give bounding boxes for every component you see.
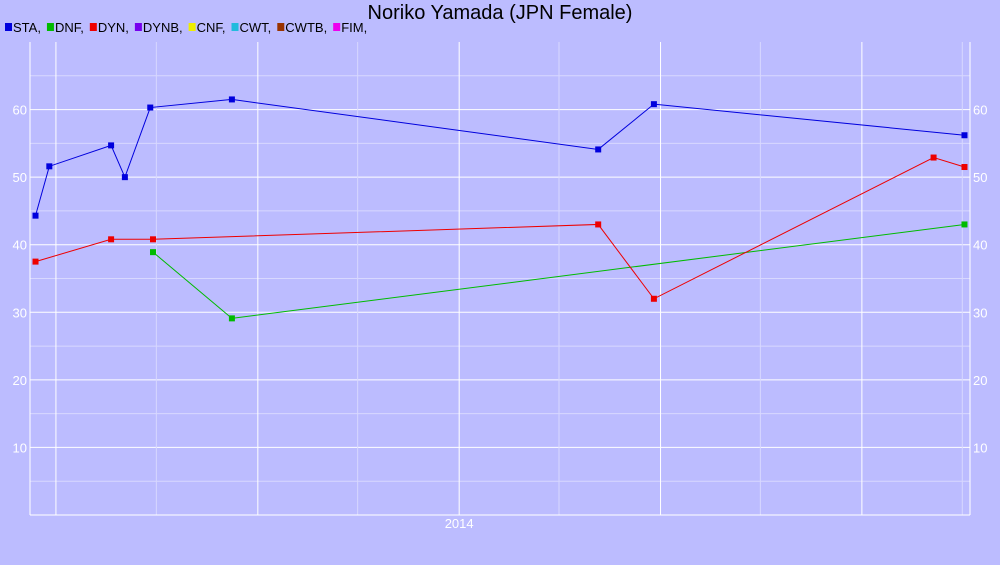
legend-swatch <box>277 23 285 31</box>
y-tick-label-right: 10 <box>973 440 987 455</box>
data-point-sta <box>961 132 968 139</box>
data-point-sta <box>121 174 128 181</box>
data-point-dnf <box>228 315 235 322</box>
chart-title: Noriko Yamada (JPN Female) <box>368 2 633 24</box>
legend: STA, DNF, DYN, DYNB, CNF, CWT, CWTB, FIM, <box>5 20 367 35</box>
data-point-dyn <box>961 164 968 171</box>
y-tick-label-left: 50 <box>13 170 27 185</box>
legend-label: DYN, <box>98 20 129 35</box>
data-point-dyn <box>595 221 602 228</box>
data-point-sta <box>108 142 115 149</box>
data-point-dnf <box>961 221 968 228</box>
data-point-dyn <box>930 154 937 161</box>
grid <box>30 42 970 515</box>
legend-swatch <box>5 23 12 31</box>
data-point-dnf <box>150 249 157 256</box>
data-point-sta <box>46 163 53 170</box>
data-point-dyn <box>108 236 115 243</box>
y-tick-label-left: 40 <box>13 238 27 253</box>
y-tick-label-right: 40 <box>973 238 987 253</box>
y-tick-label-left: 30 <box>13 305 27 320</box>
legend-label: CNF, <box>197 20 226 35</box>
x-tick-label: 2014 <box>445 516 474 531</box>
y-tick-label-left: 20 <box>13 373 27 388</box>
legend-label: DNF, <box>55 20 84 35</box>
data-point-dyn <box>650 295 657 302</box>
axes: 10 10 20 20 30 30 40 40 50 50 60 60 2014 <box>13 42 987 531</box>
legend-label: CWT, <box>240 20 272 35</box>
y-tick-label-right: 60 <box>973 103 987 118</box>
data-point-dyn <box>32 258 39 265</box>
legend-label: FIM, <box>341 20 367 35</box>
y-tick-label-left: 10 <box>13 440 27 455</box>
y-tick-label-left: 60 <box>13 103 27 118</box>
legend-label: STA, <box>13 20 41 35</box>
legend-swatch <box>46 23 54 31</box>
y-tick-label-right: 20 <box>973 373 987 388</box>
legend-swatch <box>333 23 341 31</box>
data-point-sta <box>595 146 602 153</box>
legend-swatch <box>231 23 239 31</box>
legend-swatch <box>89 23 97 31</box>
y-tick-label-right: 30 <box>973 305 987 320</box>
data-point-sta <box>228 96 235 103</box>
data-point-sta <box>650 101 657 108</box>
data-point-dyn <box>150 236 157 243</box>
series-layer <box>32 96 968 322</box>
legend-swatch <box>134 23 142 31</box>
legend-label: CWTB, <box>285 20 327 35</box>
legend-swatch <box>188 23 196 31</box>
data-point-sta <box>32 212 39 219</box>
legend-label: DYNB, <box>143 20 183 35</box>
data-point-sta <box>147 104 154 111</box>
y-tick-label-right: 50 <box>973 170 987 185</box>
